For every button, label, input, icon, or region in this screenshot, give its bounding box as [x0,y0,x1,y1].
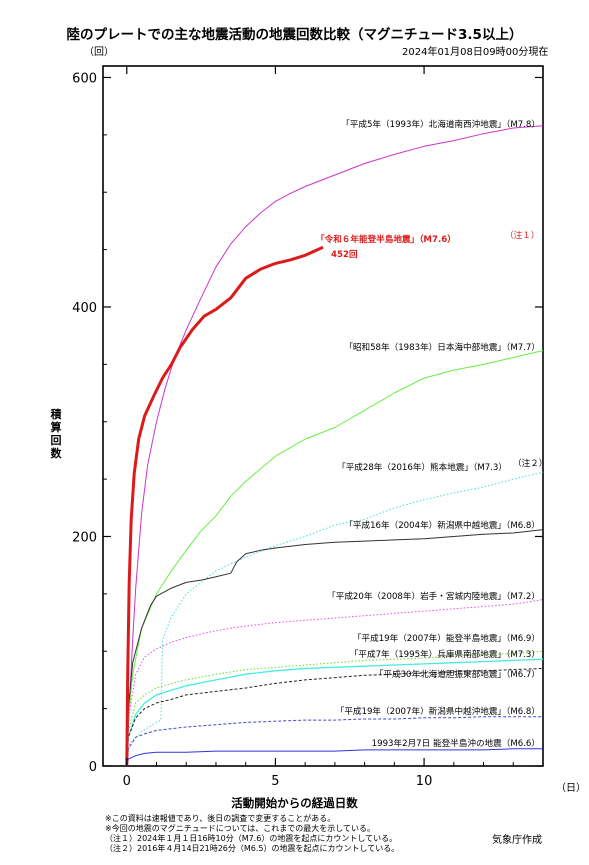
series-label-1: 「令和６年能登半島地震」（M7.6） [316,233,456,245]
x-axis-unit: （日） [556,783,586,794]
footnote-4: （注２）2016年４月14日21時26分（M6.5）の地震を起点にカウントしてい… [105,844,400,853]
x-tick-label: 0 [123,774,131,789]
series-label-8: 「平成30年北海道胆振東部地震」（M6.7） [375,668,540,680]
series-layer [125,125,544,767]
current-count-label: 452回 [331,249,358,260]
series-line-0 [126,125,544,767]
x-axis-label: 活動開始からの経過日数 [231,796,358,810]
series-label-9: 「平成19年（2007年）新潟県中越沖地震」（M6.8） [336,705,540,717]
series-label-10: 1993年2月7日 能登半島沖の地震（M6.6） [372,737,540,749]
chart-title: 陸のプレートでの主な地震活動の地震回数比較（マグニチュード3.5以上） [66,27,523,43]
footnote-1: ※この資料は速報値であり、後日の調査で変更することがある。 [105,814,336,823]
y-tick-label: 200 [72,530,97,545]
footnote-2: ※今回の地震のマグニチュードについては、これまでの最大を示している。 [105,824,376,833]
series-label-5: 「平成20年（2008年）岩手・宮城内陸地震」（M7.2） [327,590,540,602]
series-label-2: 「昭和58年（1983年）日本海中部地震」（M7.7） [344,341,540,353]
footnote-3: （注１）2024年１月１日16時10分（M7.6）の地震を起点にカウントしている… [105,834,398,843]
series-line-9 [126,716,543,767]
series-label-3: 「平成28年（2016年）熊本地震」（M7.3） [337,461,507,473]
y-tick-label: 0 [89,760,97,775]
series-note-3: （注２） [513,457,547,469]
y-tick-label: 600 [72,71,97,86]
series-line-6 [126,650,544,767]
series-line-1 [125,245,324,767]
y-axis-unit: （回） [84,47,114,58]
series-line-5 [126,599,544,767]
x-tick-label: 5 [271,774,279,789]
series-line-4 [126,529,544,767]
timestamp: 2024年01月08日09時00分現在 [402,47,549,58]
credit: 気象庁作成 [492,835,542,846]
label-layer: 「平成5年（1993年）北海道南西沖地震」（M7.8） 「令和６年能登半島地震」（… [316,118,547,749]
series-label-7: 「平成7年（1995年）兵庫県南部地震」（M7.3） [350,648,540,660]
series-line-8 [126,668,544,767]
tick-layer: 0 200 400 600 0 5 10 [72,66,543,789]
series-line-3 [126,471,544,767]
series-line-10 [126,748,543,767]
y-axis-label: 積算回数 [50,408,62,460]
series-label-0: 「平成5年（1993年）北海道南西沖地震」（M7.8） [341,118,540,130]
series-note-1: （注１） [505,229,539,241]
series-label-4: 「平成16年（2004年）新潟県中越地震」（M6.8） [344,519,540,531]
y-tick-label: 400 [72,301,97,316]
plot-frame [102,65,544,767]
series-line-7 [126,658,544,767]
series-label-6: 「平成19年（2007年）能登半島地震」（M6.9） [353,632,540,644]
series-line-2 [126,350,544,767]
x-tick-label: 10 [416,774,433,789]
